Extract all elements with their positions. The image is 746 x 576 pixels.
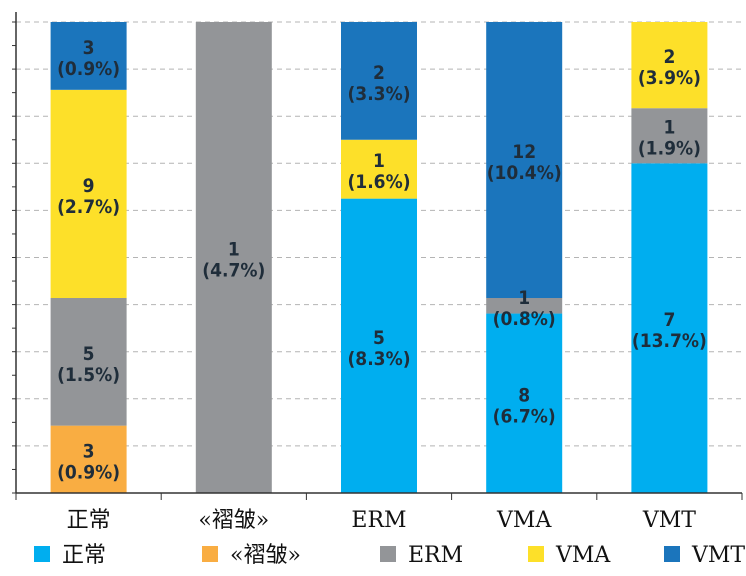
- bar-segment: [631, 108, 708, 164]
- data-label-count: 2: [373, 62, 385, 84]
- data-label-percent: (13.7%): [632, 330, 707, 352]
- data-label-percent: (0.8%): [493, 308, 556, 330]
- data-label-percent: (1.5%): [57, 364, 120, 386]
- data-label-count: 5: [83, 343, 95, 365]
- legend-swatch: [202, 546, 218, 562]
- bar-segment: [486, 298, 563, 314]
- segment-labels: 3(0.9%)5(1.5%)9(2.7%)3(0.9%)1(4.7%)5(8.3…: [57, 37, 707, 483]
- data-label-percent: (0.9%): [57, 58, 120, 80]
- data-label-count: 9: [83, 175, 95, 197]
- legend-label: 正常: [62, 543, 106, 568]
- category-label: 正常: [67, 508, 111, 533]
- data-label-count: 1: [373, 150, 385, 172]
- data-label-count: 3: [83, 37, 95, 59]
- legend-swatch: [34, 546, 50, 562]
- data-label-count: 1: [518, 287, 530, 309]
- data-label-count: 1: [663, 117, 675, 139]
- bar-segment: [341, 22, 417, 140]
- bar-segment: [631, 22, 708, 109]
- data-label-percent: (3.3%): [347, 83, 410, 105]
- data-label-count: 5: [373, 327, 385, 349]
- legend: 正常 «褶皱» ERM VMA VMT: [34, 543, 745, 568]
- bar-segment: [50, 425, 127, 493]
- legend-label: «褶皱»: [230, 543, 301, 568]
- data-label-percent: (1.9%): [638, 138, 701, 160]
- bars: [50, 22, 708, 494]
- legend-label: VMT: [691, 543, 745, 568]
- bar-segment: [341, 139, 417, 199]
- axes: [12, 12, 743, 500]
- data-label-count: 1: [228, 239, 240, 261]
- legend-label: ERM: [408, 543, 463, 568]
- bar-segment: [50, 298, 127, 426]
- category-label: VMA: [496, 508, 552, 533]
- data-label-count: 7: [663, 309, 675, 331]
- data-label-percent: (2.7%): [57, 196, 120, 218]
- legend-label: VMA: [555, 543, 611, 568]
- category-label: «褶皱»: [198, 508, 269, 533]
- category-label: VMT: [642, 508, 696, 533]
- bar-segment: [486, 313, 563, 493]
- legend-swatch: [380, 546, 396, 562]
- data-label-percent: (3.9%): [638, 67, 701, 89]
- data-label-percent: (10.4%): [487, 162, 562, 184]
- data-label-count: 2: [663, 46, 675, 68]
- bar-segment: [50, 22, 127, 90]
- bar-segment: [50, 89, 127, 299]
- data-label-percent: (4.7%): [202, 260, 265, 282]
- bar-segment: [195, 22, 272, 493]
- legend-swatch: [664, 546, 680, 562]
- bar-segment: [631, 163, 708, 494]
- bar-segment: [341, 198, 417, 493]
- category-labels: 正常 «褶皱» ERM VMA VMT: [67, 508, 697, 533]
- data-label-percent: (8.3%): [347, 348, 410, 370]
- data-label-count: 3: [83, 440, 95, 462]
- data-label-percent: (6.7%): [493, 405, 556, 427]
- category-label: ERM: [351, 508, 406, 533]
- data-label-count: 8: [518, 384, 530, 406]
- data-label-percent: (0.9%): [57, 461, 120, 483]
- data-label-percent: (1.6%): [347, 171, 410, 193]
- data-label-count: 12: [512, 141, 536, 163]
- bar-segment: [486, 22, 563, 299]
- legend-swatch: [528, 546, 544, 562]
